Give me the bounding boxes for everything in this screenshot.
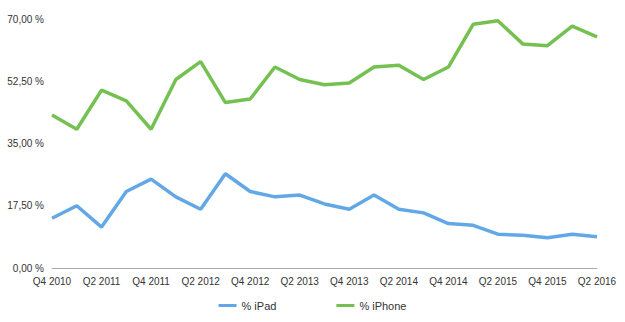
svg-text:17,50 %: 17,50 % [7, 200, 44, 211]
svg-text:70,00 %: 70,00 % [7, 14, 44, 25]
svg-text:52,50 %: 52,50 % [7, 76, 44, 87]
svg-text:Q2 2016: Q2 2016 [578, 276, 617, 287]
svg-text:Q4 2014: Q4 2014 [429, 276, 468, 287]
svg-text:% iPhone: % iPhone [359, 300, 406, 312]
svg-text:Q4 2012: Q4 2012 [231, 276, 270, 287]
svg-text:35,00 %: 35,00 % [7, 138, 44, 149]
svg-text:Q2 2012: Q2 2012 [181, 276, 220, 287]
svg-text:Q2 2011: Q2 2011 [83, 276, 121, 287]
svg-text:0,00 %: 0,00 % [13, 263, 44, 274]
svg-text:Q2 2015: Q2 2015 [479, 276, 518, 287]
svg-text:Q4 2011: Q4 2011 [132, 276, 170, 287]
svg-text:Q2 2014: Q2 2014 [380, 276, 419, 287]
svg-text:Q4 2015: Q4 2015 [528, 276, 567, 287]
svg-text:Q4 2010: Q4 2010 [33, 276, 72, 287]
svg-text:Q4 2013: Q4 2013 [330, 276, 369, 287]
svg-text:% iPad: % iPad [242, 300, 277, 312]
svg-text:Q2 2013: Q2 2013 [281, 276, 320, 287]
